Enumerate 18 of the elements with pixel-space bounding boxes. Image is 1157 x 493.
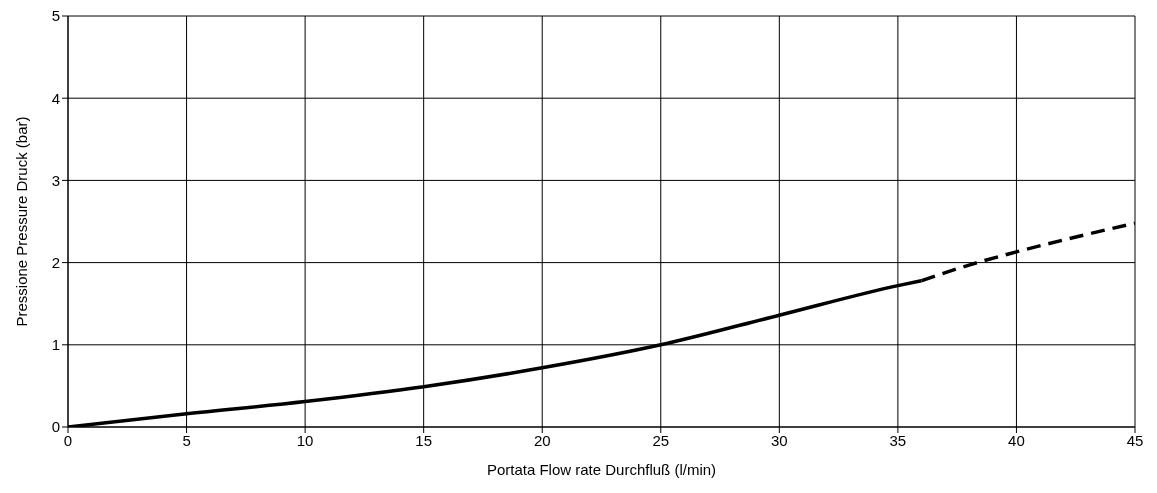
x-tick-label: 0 — [63, 431, 73, 449]
y-tick-label: 5 — [51, 7, 60, 25]
x-tick-label: 45 — [1126, 431, 1144, 449]
x-axis-title: Portata Flow rate Durchfluß (l/min) — [486, 461, 717, 478]
y-axis-title: Pressione Pressure Druck (bar) — [13, 116, 31, 327]
x-tick-label: 20 — [533, 431, 551, 449]
x-tick-label: 35 — [889, 431, 907, 449]
y-tick-label: 0 — [51, 418, 60, 436]
y-tick-label: 1 — [51, 336, 60, 354]
y-tick-label: 2 — [51, 253, 60, 271]
y-tick-label: 4 — [51, 89, 60, 107]
x-tick-label: 40 — [1008, 431, 1025, 449]
x-tick-label: 30 — [770, 431, 788, 449]
y-tick-label: 3 — [51, 171, 60, 189]
x-tick-label: 25 — [652, 431, 670, 449]
x-tick-label: 15 — [415, 431, 433, 449]
x-tick-label: 10 — [296, 431, 314, 449]
x-tick-label: 5 — [182, 431, 191, 449]
